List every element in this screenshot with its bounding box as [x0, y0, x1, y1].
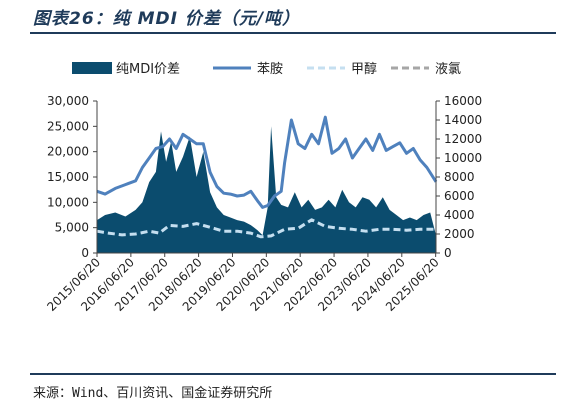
y-right-tick-label: 16000 — [444, 94, 482, 108]
y-right-tick-label: 12000 — [444, 132, 482, 146]
y-right-tick-label: 6000 — [444, 189, 475, 203]
y-left-tick-label: 0 — [81, 246, 89, 260]
axes: 0 5,000 10,000 15,000 20,000 25,000 30,000 0 200… — [44, 94, 482, 314]
legend-label: 纯MDI价差 — [116, 62, 180, 77]
legend-label: 甲醇 — [351, 61, 377, 77]
plot-area — [96, 115, 438, 253]
y-right-tick-label: 4000 — [444, 208, 475, 222]
y-left-tick-label: 25,000 — [47, 119, 89, 133]
source-note: 来源：Wind、百川资讯、国金证券研究所 — [33, 386, 273, 401]
chart-title: 图表26：纯 MDI 价差（元/吨） — [33, 9, 301, 29]
y-right-tick-label: 8000 — [444, 170, 475, 184]
y-left-tick-label: 30,000 — [47, 94, 89, 108]
legend-item-chlorine: 液氯 — [391, 62, 461, 77]
y-right-tick-label: 14000 — [444, 113, 482, 127]
y-left-tick-label: 15,000 — [47, 170, 89, 184]
series-line-aniline — [96, 115, 438, 209]
legend-label: 苯胺 — [257, 62, 283, 77]
y-left-tick-label: 10,000 — [47, 195, 89, 209]
legend-swatch — [72, 62, 112, 74]
series-area-spread — [97, 126, 436, 253]
legend: 纯MDI价差 苯胺 甲醇 液氯 — [72, 61, 461, 77]
y-left-tick-label: 5,000 — [55, 221, 89, 235]
y-left-tick-label: 20,000 — [47, 145, 89, 159]
title-rule — [30, 32, 556, 34]
y-right-tick-label: 0 — [444, 246, 452, 260]
series-line-methanol — [96, 218, 436, 239]
legend-item-methanol: 甲醇 — [307, 61, 377, 77]
legend-item-spread: 纯MDI价差 — [72, 62, 180, 77]
source-rule — [30, 373, 556, 375]
y-right-tick-label: 2000 — [444, 227, 475, 241]
legend-label: 液氯 — [435, 62, 461, 77]
y-right-tick-label: 10000 — [444, 151, 482, 165]
legend-item-aniline: 苯胺 — [213, 62, 283, 77]
